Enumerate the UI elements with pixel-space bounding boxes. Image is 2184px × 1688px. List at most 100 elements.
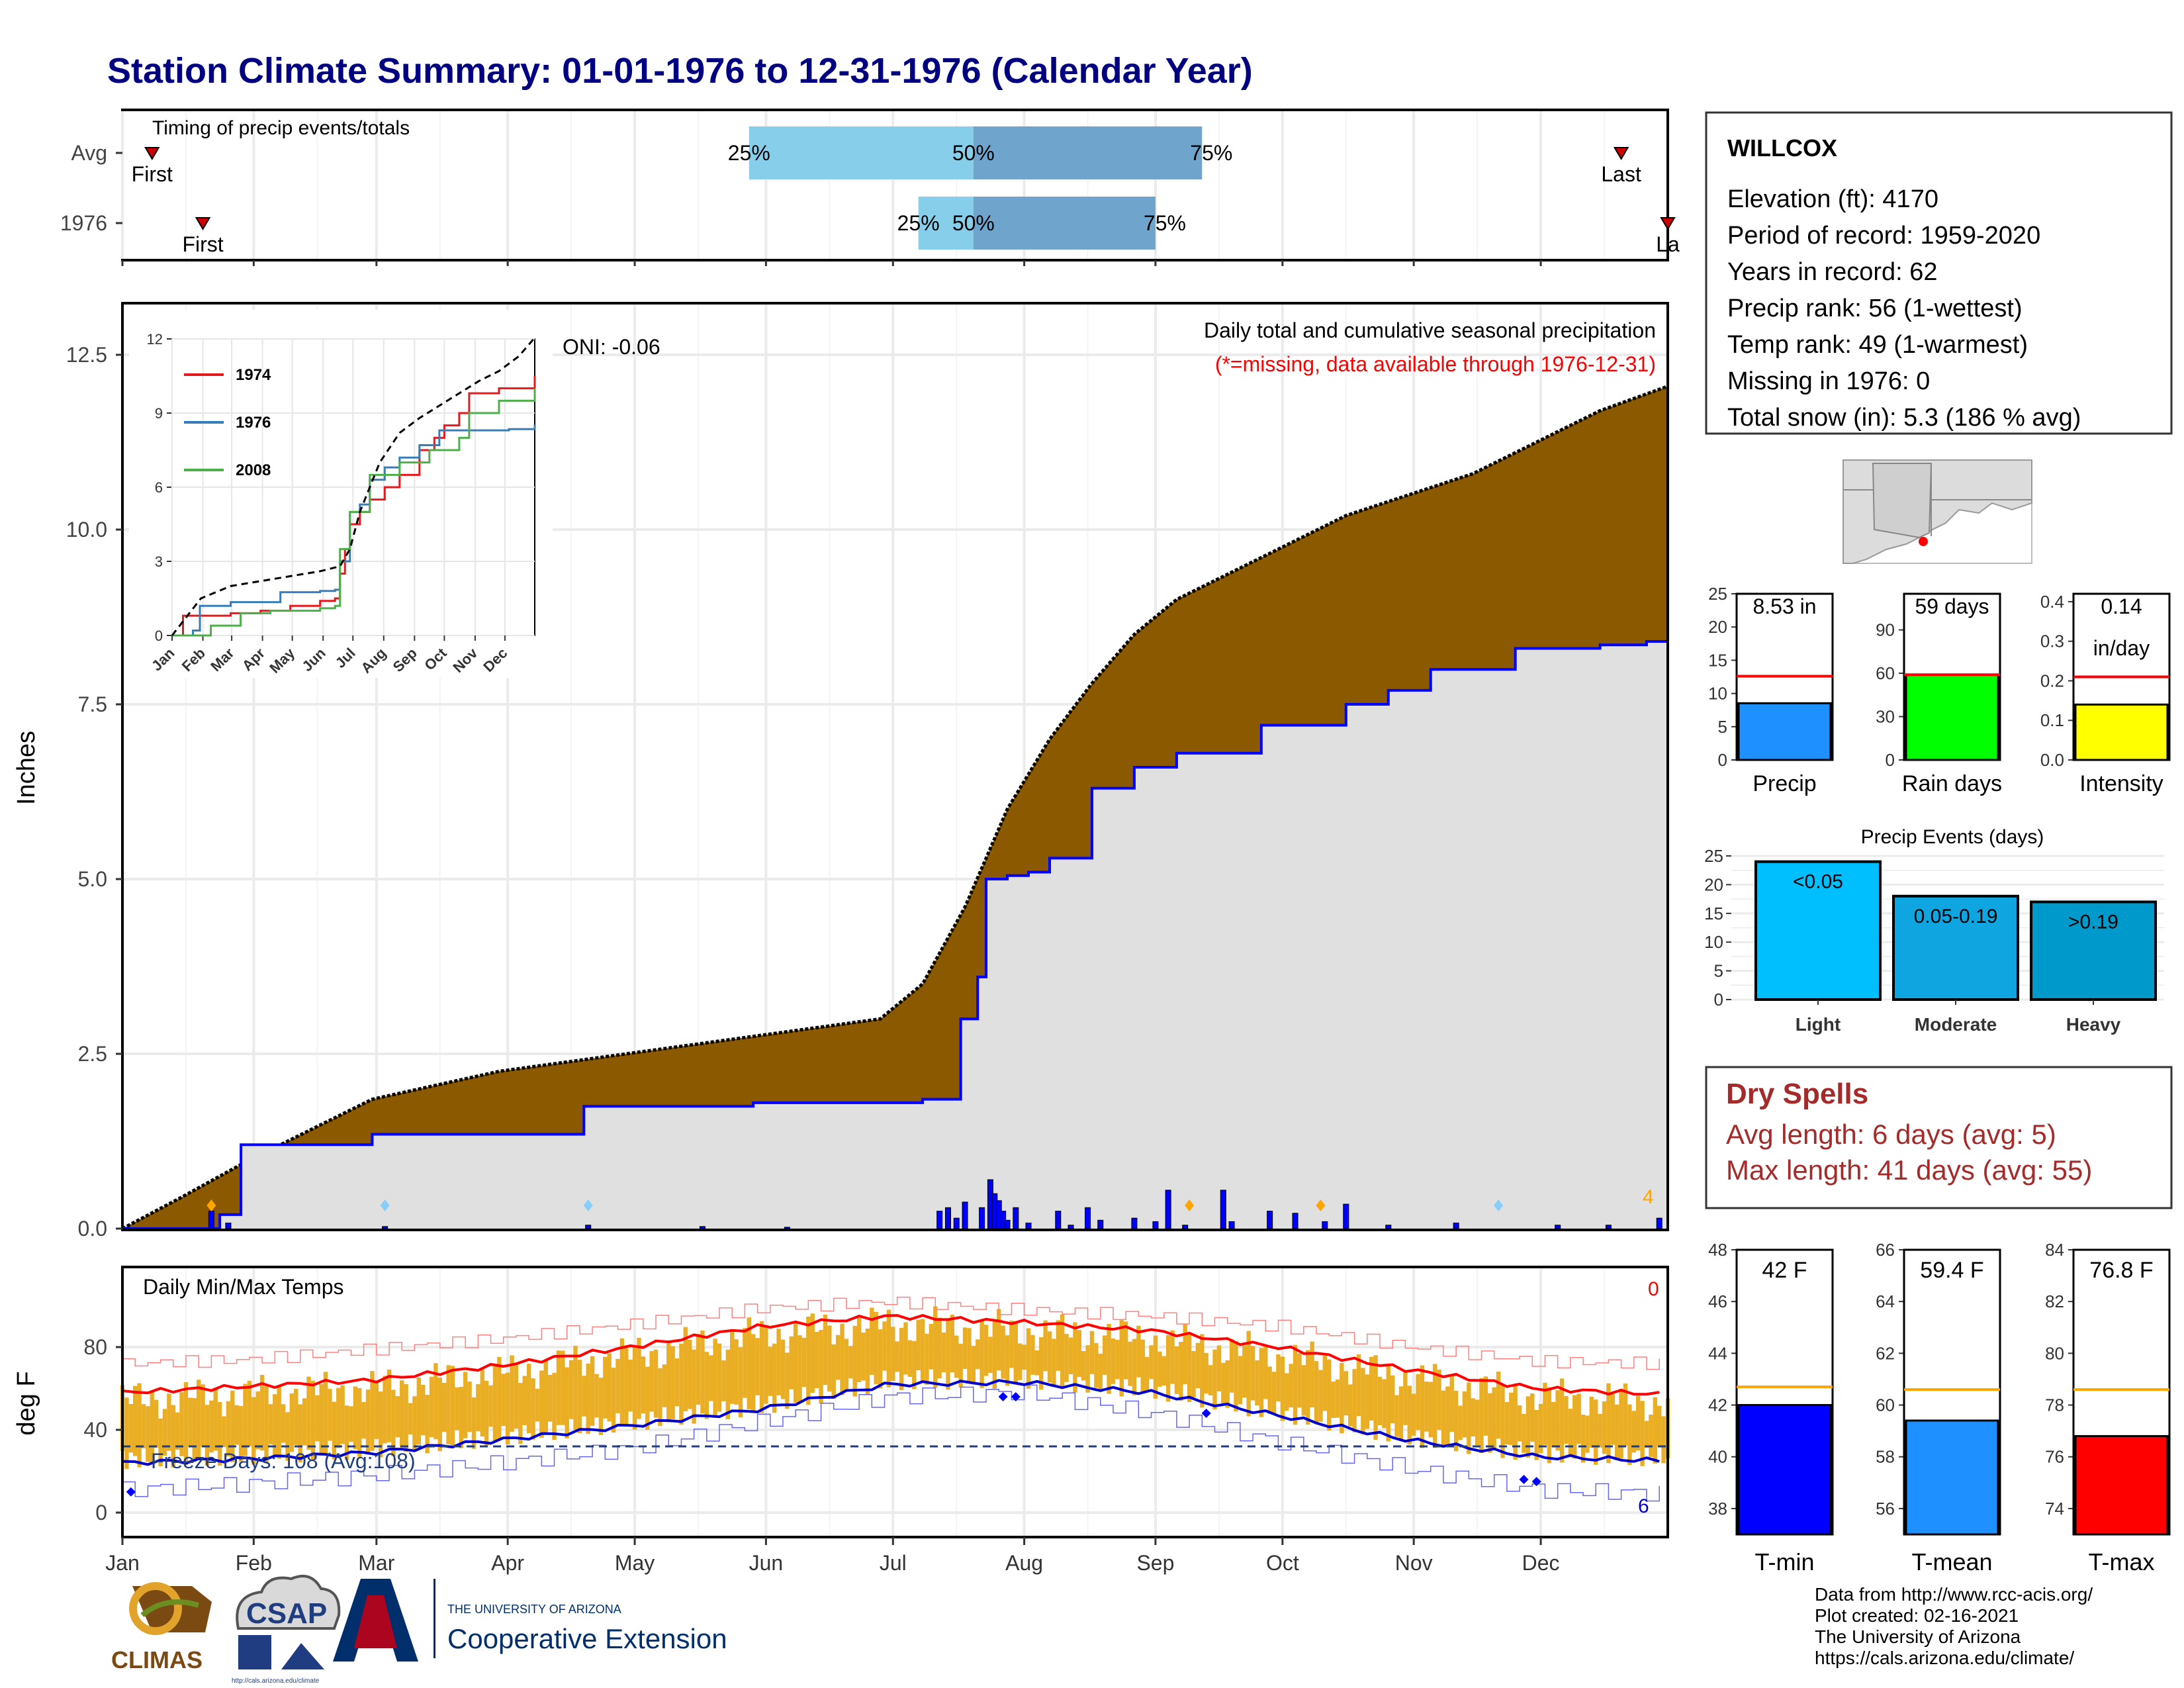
mini-y-tick-label: 60 bbox=[1876, 663, 1895, 683]
mini-y-tick-label: 10 bbox=[1708, 684, 1727, 704]
daily-temp-bar bbox=[467, 1382, 472, 1432]
daily-temp-bar bbox=[1285, 1373, 1289, 1411]
daily-temp-bar bbox=[1398, 1386, 1404, 1440]
daily-temp-bar bbox=[387, 1369, 392, 1442]
daily-temp-bar bbox=[1009, 1320, 1014, 1368]
daily-precip-bar bbox=[944, 1207, 951, 1229]
daily-temp-bar bbox=[835, 1335, 841, 1380]
last-event-label: Last bbox=[1601, 162, 1641, 186]
daily-temp-bar bbox=[446, 1365, 451, 1444]
events-bar-light bbox=[1754, 860, 1882, 1002]
daily-temp-bar bbox=[1340, 1362, 1344, 1434]
temp-bar-y-tick-label: 38 bbox=[1708, 1499, 1727, 1519]
daily-temp-bar bbox=[721, 1360, 726, 1401]
daily-temp-bar bbox=[1513, 1385, 1518, 1460]
events-bar-label: 0.05-0.19 bbox=[1914, 906, 1998, 927]
daily-temp-bar bbox=[1242, 1345, 1247, 1398]
temp-bar-y-tick-label: 56 bbox=[1876, 1499, 1895, 1519]
daily-temp-bar bbox=[619, 1338, 625, 1427]
daily-temp-bar bbox=[1361, 1368, 1365, 1434]
daily-temp-bar bbox=[353, 1386, 358, 1450]
daily-temp-bar bbox=[146, 1406, 150, 1462]
dry-spells-title: Dry Spells bbox=[1726, 1078, 1868, 1110]
events-bar-label: >0.19 bbox=[2068, 911, 2118, 933]
station-info-box: WILLCOX Elevation (ft): 4170 Period of re… bbox=[1705, 111, 2173, 435]
events-category-label: Moderate bbox=[1915, 1014, 1997, 1035]
daily-temp-bar bbox=[874, 1311, 878, 1385]
daily-temp-bar bbox=[543, 1360, 548, 1433]
daily-temp-bar bbox=[243, 1383, 248, 1456]
daily-temp-bar bbox=[298, 1404, 302, 1463]
inset-y-tick-label: 6 bbox=[155, 479, 163, 496]
daily-temp-bar bbox=[1377, 1376, 1383, 1425]
events-y-tick-label: 10 bbox=[1704, 932, 1723, 952]
daily-precip-bar bbox=[1343, 1203, 1349, 1229]
dry-spells-avg: Avg length: 6 days (avg: 5) bbox=[1726, 1119, 2056, 1150]
daily-temp-bar bbox=[827, 1325, 832, 1392]
daily-temp-bar bbox=[937, 1317, 942, 1379]
daily-temp-bar bbox=[1043, 1320, 1048, 1372]
daily-temp-bar bbox=[192, 1398, 197, 1462]
daily-temp-bar bbox=[365, 1389, 371, 1455]
daily-temp-bar bbox=[1094, 1342, 1099, 1388]
daily-temp-bar bbox=[1644, 1421, 1649, 1448]
daily-temp-bar bbox=[1111, 1338, 1116, 1384]
daily-temp-bar bbox=[294, 1389, 298, 1445]
daily-temp-bar bbox=[1492, 1387, 1496, 1450]
daily-temp-bar bbox=[738, 1347, 743, 1418]
daily-precip-bar bbox=[953, 1217, 960, 1229]
daily-temp-bar bbox=[1107, 1324, 1111, 1394]
daily-temp-bar bbox=[1547, 1387, 1552, 1464]
mini-y-tick-label: 20 bbox=[1708, 617, 1727, 637]
timing-q50-label: 50% bbox=[952, 141, 995, 165]
daily-temp-bar bbox=[1216, 1345, 1222, 1391]
daily-temp-bar bbox=[1445, 1386, 1450, 1445]
daily-temp-bar bbox=[1428, 1382, 1433, 1438]
daily-temp-bar bbox=[962, 1327, 968, 1370]
daily-temp-bar bbox=[349, 1406, 353, 1442]
station-location-dot bbox=[1919, 537, 1928, 546]
precip-y-tick-label: 10.0 bbox=[66, 518, 107, 541]
daily-temp-bar bbox=[1170, 1330, 1175, 1384]
daily-temp-bar bbox=[1538, 1403, 1543, 1454]
daily-temp-bar bbox=[590, 1356, 595, 1427]
temp-bar-t-mean bbox=[1905, 1419, 1999, 1536]
station-info-line: Period of record: 1959-2020 bbox=[1727, 222, 2040, 250]
daily-temp-bar bbox=[645, 1366, 650, 1430]
mini-bar-value: 8.53 in bbox=[1752, 594, 1816, 618]
daily-precip-bar bbox=[1228, 1221, 1235, 1229]
freeze-days-label: Freeze Days: 108 (Avg:108) bbox=[151, 1449, 416, 1473]
daily-temp-bar bbox=[459, 1387, 463, 1448]
daily-temp-bar bbox=[1619, 1389, 1623, 1459]
daily-temp-bar bbox=[505, 1372, 510, 1444]
timing-row-label: Avg bbox=[71, 141, 107, 165]
mini-bar-unit: in/day bbox=[2093, 636, 2150, 660]
daily-temp-bar bbox=[1158, 1351, 1162, 1387]
daily-temp-bar bbox=[1403, 1372, 1408, 1425]
events-y-tick-label: 20 bbox=[1704, 874, 1723, 894]
daily-temp-bar bbox=[1098, 1353, 1103, 1389]
inset-legend-label: 1974 bbox=[236, 366, 271, 384]
daily-temp-bar bbox=[611, 1368, 616, 1433]
daily-temp-bar bbox=[1661, 1416, 1666, 1464]
daily-temp-bar bbox=[573, 1345, 578, 1430]
daily-temp-bar bbox=[1543, 1382, 1547, 1445]
daily-temp-bar bbox=[391, 1389, 396, 1457]
temp-bar-t-min bbox=[1737, 1404, 1832, 1536]
daily-temp-bar bbox=[209, 1400, 214, 1453]
daily-temp-bar bbox=[1073, 1322, 1077, 1393]
daily-temp-bar bbox=[806, 1316, 811, 1405]
cumulative-1976-line bbox=[122, 632, 1669, 1230]
temp-bar-label: T-mean bbox=[1911, 1548, 1992, 1575]
daily-temp-bar bbox=[319, 1383, 324, 1456]
daily-temp-bar bbox=[128, 1403, 133, 1453]
temp-bar-y-tick-label: 40 bbox=[1708, 1447, 1727, 1467]
daily-temp-bar bbox=[1255, 1360, 1259, 1406]
daily-temp-bar bbox=[793, 1322, 798, 1403]
daily-temp-bar bbox=[670, 1346, 675, 1419]
footer-credit-line: https://cals.arizona.edu/climate/ bbox=[1815, 1648, 2074, 1668]
daily-temp-bar bbox=[1636, 1395, 1641, 1451]
daily-temp-bar bbox=[988, 1336, 993, 1374]
daily-temp-bar bbox=[357, 1387, 362, 1457]
location-map bbox=[1843, 459, 2032, 564]
